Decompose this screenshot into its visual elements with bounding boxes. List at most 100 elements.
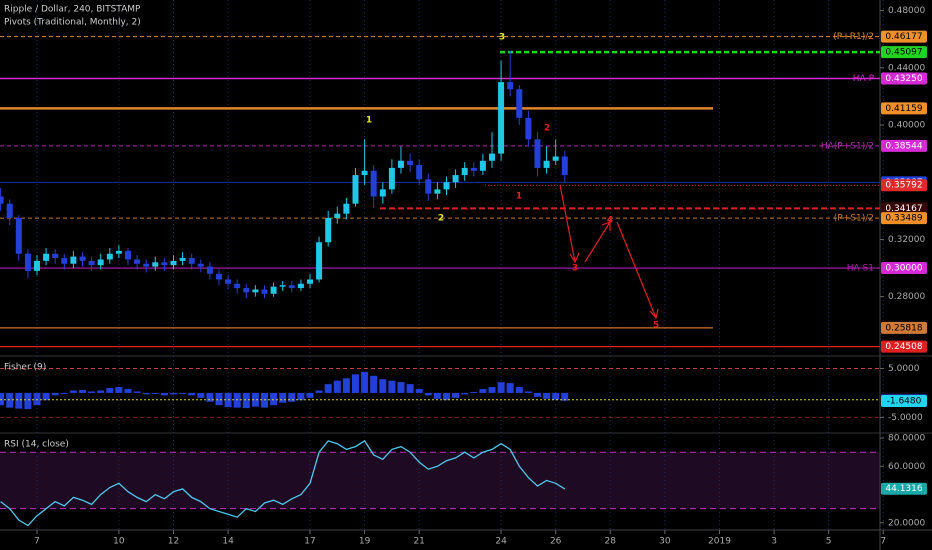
wave-label: 3 <box>499 33 505 43</box>
fisher-bar <box>533 392 541 397</box>
candle-body <box>115 250 122 254</box>
x-tick-label: 10 <box>113 537 125 547</box>
candle-body <box>124 250 131 260</box>
fisher-bar <box>333 380 341 393</box>
price-tag <box>881 30 927 43</box>
chart-title: Ripple / Dollar, 240, BITSTAMP <box>4 5 141 15</box>
candle-body <box>215 273 222 280</box>
wave-label: 4 <box>607 216 613 226</box>
candle-body <box>525 117 532 140</box>
fisher-bar <box>78 389 86 393</box>
candle-body <box>434 189 441 194</box>
candle-body <box>507 82 514 90</box>
fisher-bar <box>415 389 423 393</box>
candle-body <box>143 263 150 267</box>
fisher-bar <box>452 392 460 398</box>
fisher-bar <box>124 389 132 393</box>
fisher-bar <box>497 382 505 393</box>
price-tag-label: 0.34167 <box>885 204 922 214</box>
arrow <box>616 221 659 320</box>
candle-body <box>261 289 268 294</box>
candle-body <box>461 167 468 176</box>
candle-body <box>352 175 359 204</box>
fisher-bar <box>151 392 159 394</box>
price-tag-label: 0.24508 <box>885 342 922 352</box>
candle-body <box>134 259 141 264</box>
fisher-bar <box>60 392 68 394</box>
candle-body <box>316 242 323 280</box>
candle-body <box>52 253 59 259</box>
candle-body <box>61 258 68 264</box>
candle-body <box>161 262 168 266</box>
x-tick-label: 21 <box>413 537 424 547</box>
fisher-bar <box>133 391 141 393</box>
fisher-bar <box>251 392 259 407</box>
fisher-bar <box>561 392 569 401</box>
candle-body <box>252 289 259 293</box>
fisher-bar <box>88 391 96 393</box>
level-name: HA P <box>853 74 875 84</box>
price-tag-label: -1.6480 <box>887 397 922 407</box>
fisher-bar <box>197 392 205 398</box>
candle-body <box>15 217 22 254</box>
fisher-bar <box>506 383 514 393</box>
candle-body <box>361 170 368 176</box>
fisher-bar <box>260 392 268 408</box>
level-name: (P+S1)/2 <box>834 214 874 224</box>
fisher-bar <box>97 390 105 393</box>
candle-body <box>388 167 395 190</box>
fisher-bar <box>0 392 5 406</box>
fisher-bar <box>342 378 350 393</box>
wave-label: 2 <box>438 214 444 224</box>
candle-body <box>452 175 459 183</box>
fisher-bar <box>215 392 223 406</box>
wave-arrows <box>559 184 659 320</box>
fisher-bar <box>142 392 150 395</box>
price-tag <box>881 321 927 334</box>
fisher-bar <box>51 392 59 396</box>
fisher-bar <box>160 392 168 396</box>
candle-body <box>552 156 559 161</box>
pane-title: Fisher (9) <box>4 363 46 373</box>
price-tag <box>881 102 927 115</box>
price-tag-label: 0.38544 <box>885 141 922 151</box>
candle-body <box>270 286 277 294</box>
candle-body <box>425 179 432 194</box>
y-tick-label: 5.0000 <box>888 364 920 374</box>
y-tick-label: 0.48000 <box>888 6 925 16</box>
fisher-bar <box>361 371 369 393</box>
x-tick-label: 30 <box>659 537 671 547</box>
wave-label: 3 <box>572 264 578 274</box>
fisher-bar <box>379 379 387 393</box>
y-tick-label: 0.44000 <box>888 63 925 73</box>
candle-body <box>0 196 4 204</box>
candle-body <box>488 153 495 161</box>
candle-body <box>197 263 204 267</box>
candle-body <box>6 203 13 218</box>
fisher-bar <box>188 392 196 396</box>
wave-label: 5 <box>653 321 659 331</box>
x-tick-label: 26 <box>550 537 562 547</box>
candle-body <box>206 266 213 274</box>
level-name: (P+R1)/2 <box>833 32 874 42</box>
price-tag <box>881 46 927 59</box>
fisher-bar <box>24 392 32 410</box>
price-tag <box>881 202 927 215</box>
price-tag-label: 0.41159 <box>885 104 922 114</box>
y-tick-label: 20.0000 <box>888 518 925 528</box>
candle-body <box>88 260 95 266</box>
wave-label: 2 <box>544 124 550 134</box>
fisher-bar <box>470 391 478 393</box>
fisher-bar <box>351 374 359 393</box>
fisher-bar <box>6 392 14 408</box>
candle-body <box>516 89 523 118</box>
candle-body <box>188 258 195 264</box>
fisher-bar <box>315 390 323 393</box>
candle-body <box>170 260 177 266</box>
fisher-bar <box>479 389 487 393</box>
fisher-bar <box>115 387 123 393</box>
fisher-bar <box>406 384 414 393</box>
price-tag <box>881 139 927 152</box>
candle-body <box>397 160 404 168</box>
